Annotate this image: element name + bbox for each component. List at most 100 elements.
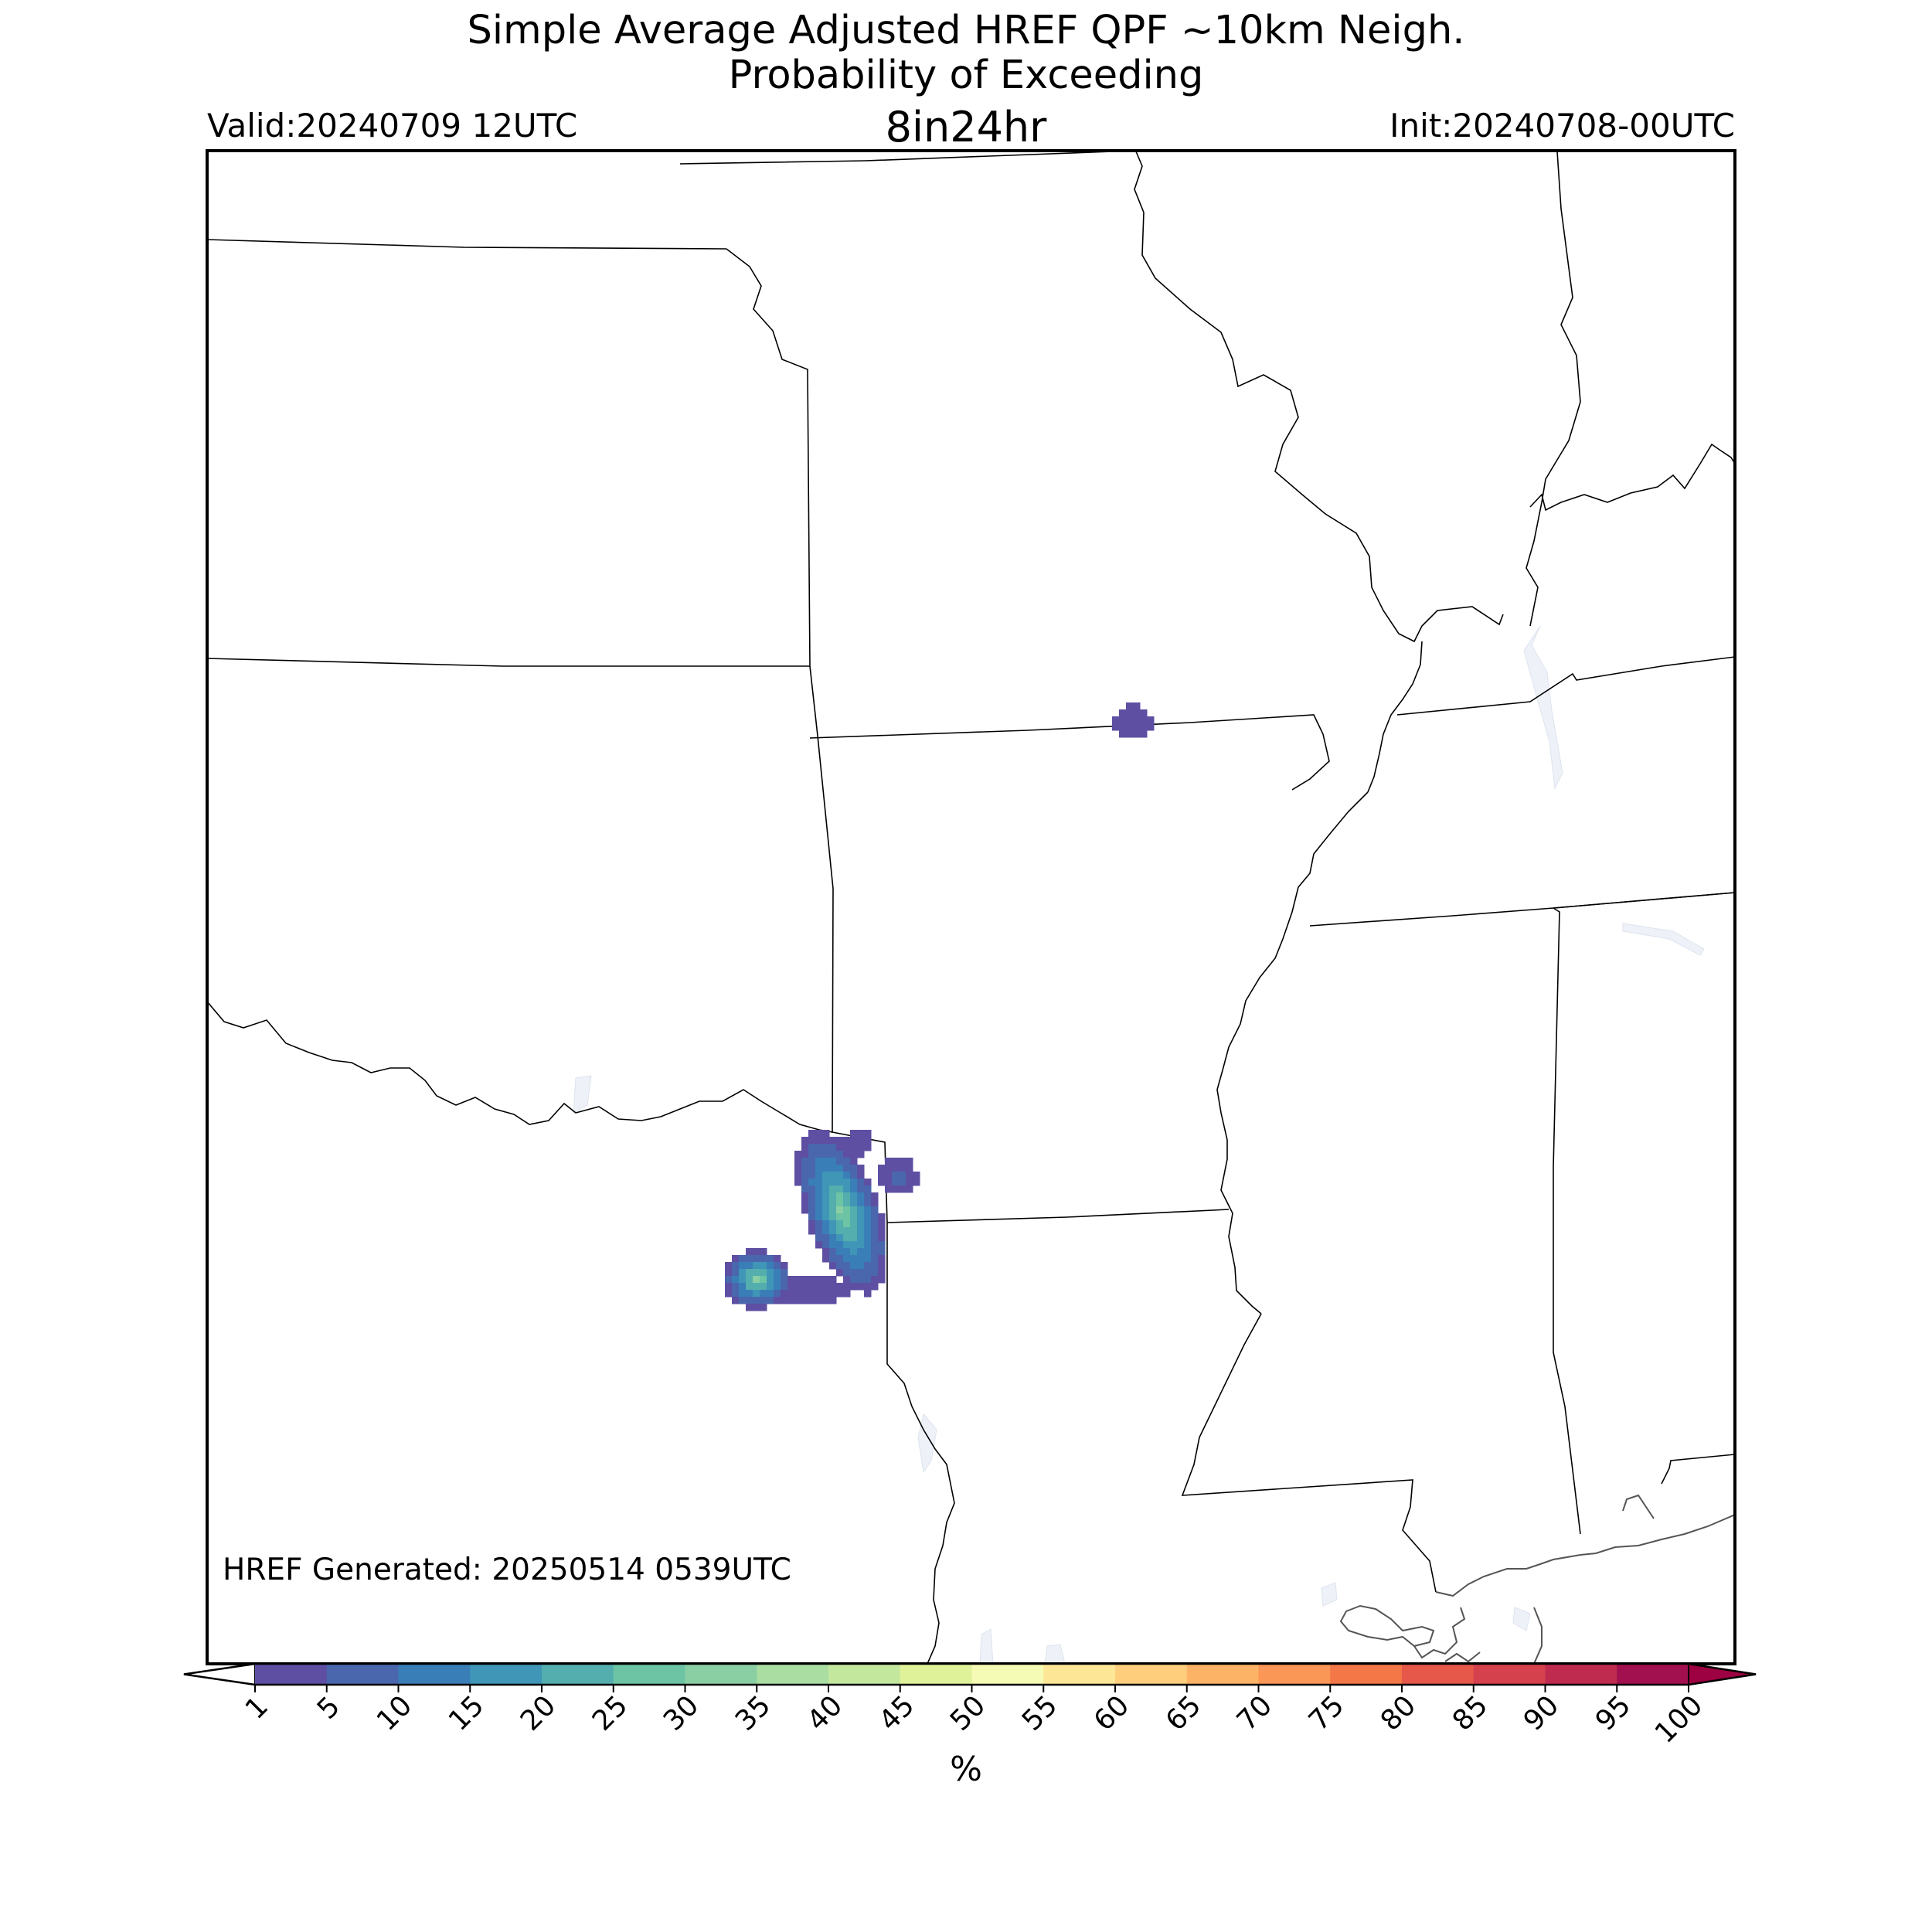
probability-cell bbox=[829, 1206, 837, 1214]
probability-cell bbox=[864, 1276, 872, 1284]
probability-cell bbox=[739, 1276, 747, 1284]
probability-cell bbox=[843, 1199, 851, 1207]
probability-cell bbox=[774, 1283, 781, 1291]
boundary-la-ms-south bbox=[1181, 1313, 1437, 1593]
probability-cell bbox=[1119, 723, 1127, 731]
probability-cell bbox=[732, 1290, 740, 1298]
probability-cell bbox=[885, 1165, 893, 1172]
probability-cell bbox=[815, 1137, 823, 1145]
probability-cell bbox=[878, 1220, 886, 1228]
probability-cell bbox=[746, 1290, 753, 1298]
probability-cell bbox=[808, 1213, 816, 1221]
probability-cell bbox=[815, 1227, 823, 1235]
probability-cell bbox=[843, 1255, 851, 1263]
probability-cell bbox=[801, 1144, 809, 1151]
probability-cell bbox=[822, 1185, 830, 1193]
probability-cell bbox=[774, 1290, 781, 1298]
colorbar-bin bbox=[828, 1664, 901, 1685]
probability-cell bbox=[815, 1213, 823, 1221]
probability-cell bbox=[850, 1172, 858, 1179]
probability-cell bbox=[760, 1248, 767, 1256]
probability-cell bbox=[753, 1297, 760, 1304]
probability-cell bbox=[808, 1199, 816, 1207]
probability-cell bbox=[753, 1276, 760, 1284]
probability-cell bbox=[878, 1172, 886, 1179]
probability-cell bbox=[857, 1137, 865, 1145]
probability-cell bbox=[822, 1144, 830, 1151]
boundary-ky-tn bbox=[1396, 656, 1735, 716]
probability-cell bbox=[857, 1165, 865, 1172]
boundary-ok-tx-river bbox=[207, 1001, 833, 1133]
probability-cell bbox=[836, 1248, 844, 1256]
probability-cell bbox=[850, 1213, 858, 1221]
probability-cell bbox=[864, 1227, 872, 1235]
probability-cell bbox=[1133, 723, 1141, 731]
probability-cell bbox=[822, 1192, 830, 1200]
probability-cell bbox=[808, 1220, 816, 1228]
probability-cell bbox=[871, 1213, 879, 1221]
probability-cell bbox=[857, 1185, 865, 1193]
probability-cell bbox=[815, 1206, 823, 1214]
probability-cell bbox=[739, 1269, 747, 1277]
probability-cell bbox=[739, 1290, 747, 1298]
probability-cell bbox=[864, 1248, 872, 1256]
probability-cell bbox=[767, 1283, 774, 1291]
colorbar-bin bbox=[613, 1664, 686, 1685]
colorbar-bin bbox=[398, 1664, 471, 1685]
probability-cell bbox=[1140, 730, 1148, 738]
probability-cell bbox=[836, 1213, 844, 1221]
probability-cell bbox=[885, 1158, 893, 1165]
probability-cell bbox=[829, 1248, 837, 1256]
probability-cell bbox=[808, 1130, 816, 1138]
colorbar-bin bbox=[542, 1664, 614, 1685]
probability-cell bbox=[808, 1165, 816, 1172]
probability-cell bbox=[815, 1172, 823, 1179]
probability-cell bbox=[850, 1151, 858, 1158]
probability-cell bbox=[843, 1172, 851, 1179]
probability-cell bbox=[836, 1206, 844, 1214]
probability-cell bbox=[1119, 716, 1127, 724]
boundary-ar-ms-river bbox=[1216, 791, 1369, 1315]
probability-cell bbox=[801, 1179, 809, 1186]
probability-cell bbox=[822, 1130, 830, 1138]
probability-cell bbox=[836, 1192, 844, 1200]
probability-cell bbox=[822, 1172, 830, 1179]
probability-cell bbox=[843, 1158, 851, 1165]
boundary-ok-ar bbox=[809, 665, 888, 1223]
probability-cell bbox=[829, 1276, 837, 1284]
probability-cell bbox=[822, 1220, 830, 1228]
probability-cell bbox=[857, 1262, 865, 1270]
probability-cell bbox=[822, 1199, 830, 1207]
probability-cell bbox=[794, 1276, 802, 1284]
probability-cell bbox=[871, 1283, 879, 1291]
probability-cell bbox=[829, 1137, 837, 1145]
probability-cell bbox=[857, 1206, 865, 1214]
probability-cell bbox=[850, 1227, 858, 1235]
probability-cell bbox=[822, 1248, 830, 1256]
probability-cell bbox=[885, 1172, 893, 1179]
probability-cell bbox=[906, 1185, 913, 1193]
probability-cell bbox=[774, 1276, 781, 1284]
probability-cell bbox=[843, 1248, 851, 1256]
probability-cell bbox=[843, 1234, 851, 1242]
probability-cell bbox=[850, 1185, 858, 1193]
probability-cell bbox=[746, 1255, 753, 1263]
probability-cell bbox=[801, 1172, 809, 1179]
probability-cell bbox=[1133, 716, 1141, 724]
state-boundaries bbox=[207, 151, 1735, 1664]
probability-cell bbox=[1112, 723, 1120, 731]
boundary-tn-al bbox=[1553, 892, 1735, 909]
probability-cell bbox=[829, 1172, 837, 1179]
probability-cell bbox=[822, 1290, 830, 1298]
probability-cell bbox=[753, 1283, 760, 1291]
probability-cell bbox=[836, 1255, 844, 1263]
probability-cell bbox=[781, 1269, 788, 1277]
probability-cell bbox=[1140, 723, 1148, 731]
probability-cell bbox=[850, 1130, 858, 1138]
probability-cell bbox=[829, 1227, 837, 1235]
probability-cell bbox=[1112, 716, 1120, 724]
probability-cell bbox=[843, 1269, 851, 1277]
probability-cell bbox=[829, 1165, 837, 1172]
probability-cell bbox=[732, 1255, 740, 1263]
probability-cell bbox=[829, 1283, 837, 1291]
